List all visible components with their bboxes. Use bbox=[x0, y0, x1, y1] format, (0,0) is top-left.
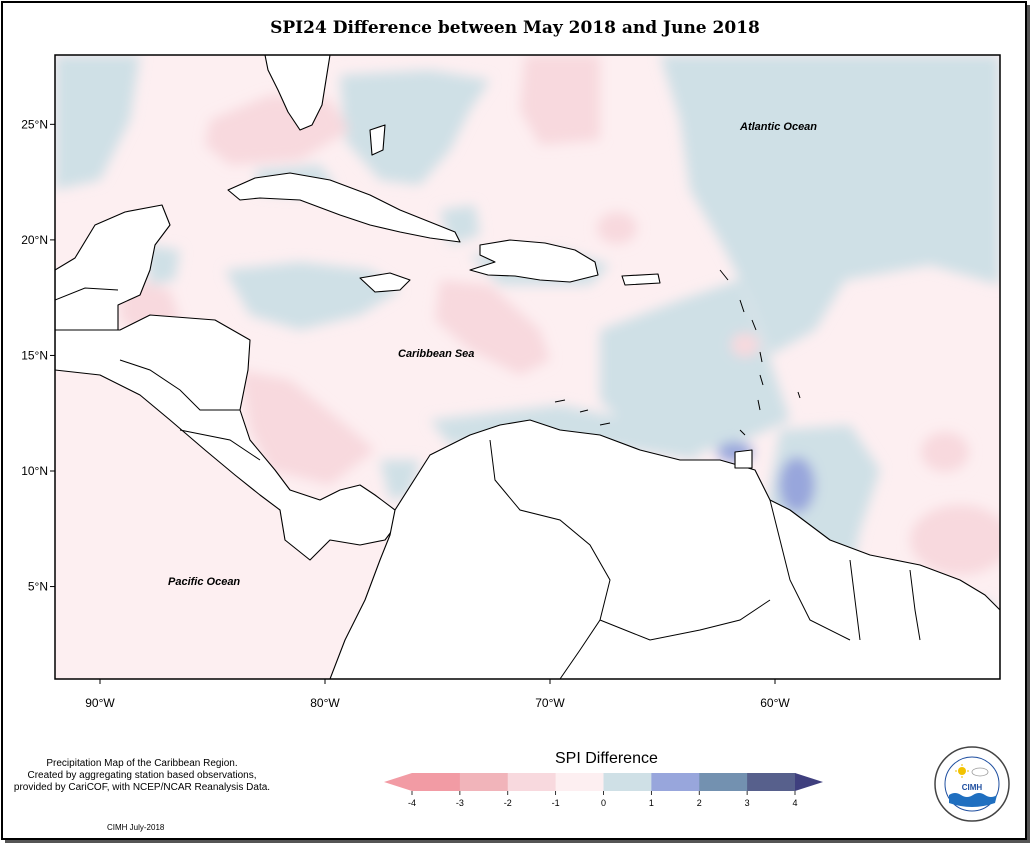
negative-anomaly-nicaragua bbox=[240, 370, 375, 485]
legend-title: SPI Difference bbox=[555, 750, 658, 767]
border-suriname bbox=[849, 559, 861, 641]
land-trinidad bbox=[734, 449, 753, 469]
legend-swatch bbox=[507, 773, 557, 791]
water-label-atlantic: Atlantic Ocean bbox=[739, 121, 817, 133]
border-central-america bbox=[119, 359, 261, 461]
legend-tick-label: -4 bbox=[408, 798, 416, 808]
note-line: Created by aggregating station based obs… bbox=[27, 770, 257, 781]
border-guyana bbox=[769, 499, 851, 641]
negative-anomaly-north bbox=[520, 55, 600, 145]
legend-arrow-low bbox=[384, 773, 412, 791]
legend-tick-label: 0 bbox=[601, 798, 606, 808]
legend-tick-label: 2 bbox=[697, 798, 702, 808]
legend-swatch bbox=[603, 773, 652, 791]
legend-swatch bbox=[747, 773, 796, 791]
legend-arrow-high bbox=[795, 773, 823, 791]
positive-anomaly-atlantic bbox=[660, 55, 1000, 355]
cloud-icon bbox=[971, 767, 989, 777]
legend-tick-label: -3 bbox=[456, 798, 464, 808]
note-line: Precipitation Map of the Caribbean Regio… bbox=[46, 758, 238, 769]
cimh-logo: CIMH bbox=[934, 746, 1010, 822]
note-line: provided by CariCOF, with NCEP/NCAR Rean… bbox=[13, 782, 271, 793]
positive-anomaly-bahamas bbox=[340, 70, 490, 185]
negative-anomaly-lesser-antilles bbox=[731, 333, 759, 357]
border-venezuela-brazil bbox=[599, 599, 771, 641]
water-label-pacific: Pacific Ocean bbox=[168, 576, 240, 588]
plot-border bbox=[54, 54, 1001, 680]
land-bahamas bbox=[369, 124, 386, 156]
positive-anomaly-jamaica bbox=[225, 262, 400, 330]
land-jamaica bbox=[359, 272, 411, 293]
island-arc bbox=[719, 269, 801, 436]
lat-tick-label: 5°N bbox=[28, 580, 48, 594]
color-legend: -4 -3 -2 -1 0 1 2 3 4 bbox=[384, 773, 823, 808]
land-hispaniola bbox=[469, 239, 599, 283]
logo-text: CIMH bbox=[962, 783, 983, 792]
water-label-caribbean: Caribbean Sea bbox=[398, 348, 474, 360]
lon-tick-label: 60°W bbox=[760, 696, 790, 710]
waves-icon bbox=[949, 793, 997, 807]
legend-swatch bbox=[699, 773, 748, 791]
map-axes: 25°N 20°N 15°N 10°N 5°N 90°W 80°W 70°W 60°W bbox=[21, 117, 790, 710]
border-mexico-guatemala bbox=[55, 287, 119, 301]
map-note: Precipitation Map of the Caribbean Regio… bbox=[6, 758, 278, 794]
legend-tick-label: -2 bbox=[504, 798, 512, 808]
legend-tick-label: -1 bbox=[552, 798, 560, 808]
lat-tick-label: 25°N bbox=[21, 117, 48, 131]
legend-tick-label: 3 bbox=[745, 798, 750, 808]
negative-anomaly-central bbox=[435, 280, 550, 375]
legend-swatch bbox=[555, 773, 604, 791]
negative-anomaly-east-2 bbox=[910, 505, 1000, 575]
legend-swatch bbox=[459, 773, 509, 791]
lat-tick-label: 10°N bbox=[21, 464, 48, 478]
lon-tick-label: 70°W bbox=[535, 696, 565, 710]
legend-tick-label: 1 bbox=[649, 798, 654, 808]
sun-icon bbox=[955, 764, 969, 778]
positive-anomaly-gulf bbox=[55, 55, 140, 190]
credit-text: CIMH July-2018 bbox=[107, 823, 165, 832]
legend-swatch bbox=[651, 773, 700, 791]
negative-anomaly-small bbox=[597, 212, 637, 244]
positive-anomaly-windward bbox=[600, 280, 790, 455]
land-puerto-rico bbox=[621, 273, 661, 286]
lon-tick-label: 80°W bbox=[310, 696, 340, 710]
anomaly-field bbox=[55, 55, 1000, 679]
land-florida bbox=[264, 55, 331, 131]
positive-anomaly-honduras bbox=[145, 245, 180, 285]
land-south-america bbox=[329, 419, 1000, 679]
border-french-guiana bbox=[909, 569, 921, 641]
legend-tick-label: 4 bbox=[792, 798, 797, 808]
negative-anomaly-east-1 bbox=[921, 432, 969, 472]
land-cuba bbox=[227, 172, 461, 243]
border-venezuela-colombia bbox=[489, 439, 611, 679]
legend-swatch bbox=[412, 773, 461, 791]
lat-tick-label: 20°N bbox=[21, 233, 48, 247]
positive-anomaly-strong-1 bbox=[779, 457, 815, 513]
lat-tick-label: 15°N bbox=[21, 348, 48, 362]
island-abc bbox=[554, 399, 611, 426]
lon-tick-label: 90°W bbox=[85, 696, 115, 710]
map-title: SPI24 Difference between May 2018 and Ju… bbox=[270, 18, 760, 38]
